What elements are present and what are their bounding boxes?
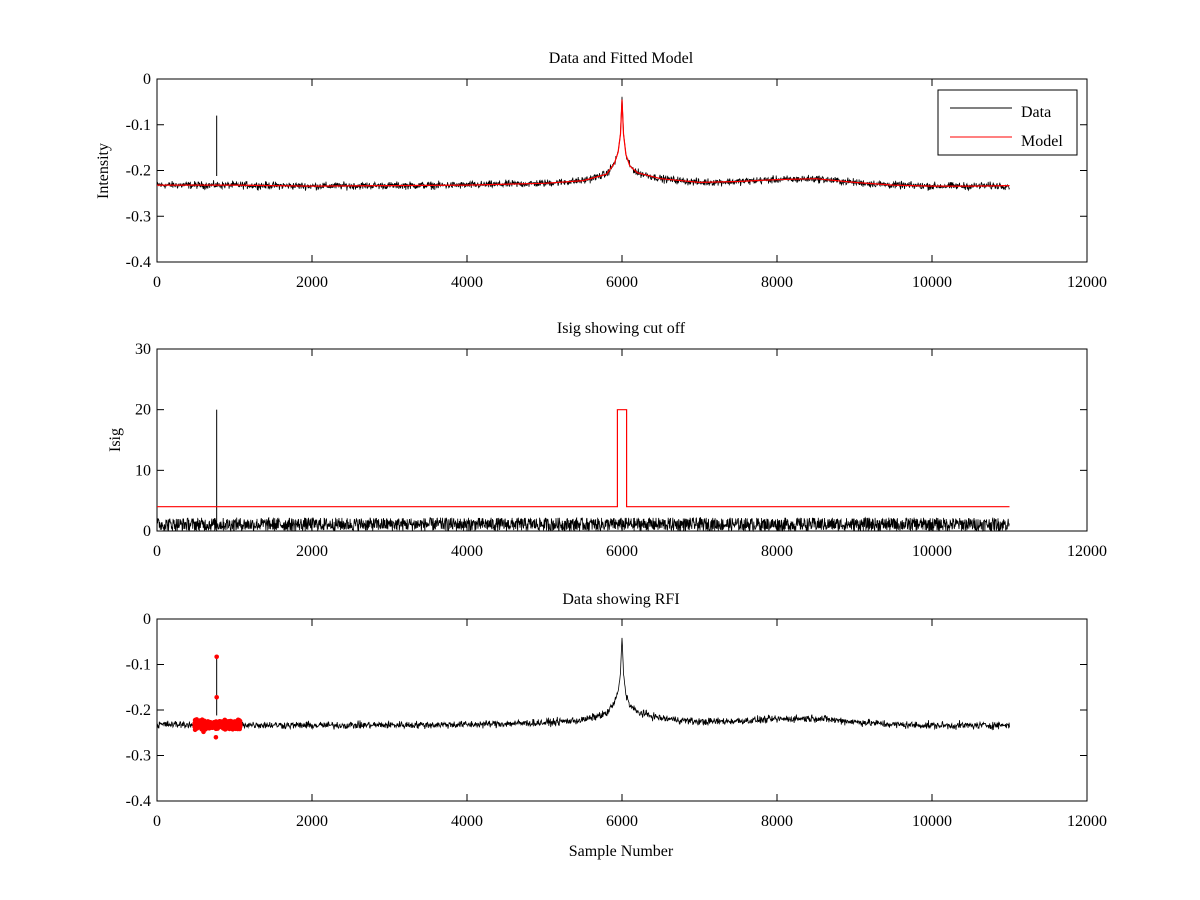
rfi-point [194,723,200,729]
rfi-point [198,722,203,727]
x-tick-label-3-0: 0 [153,813,161,830]
x-tick-label-2-0: 0 [153,543,161,560]
series-group-2 [156,409,1010,533]
rfi-point [230,724,236,729]
y-tick-label-1-3: -0.3 [126,208,151,225]
x-tick-label-2-5: 10000 [912,543,952,560]
y-tick-label-2-0: 0 [143,523,151,540]
y-axis-label-1: Intensity [95,143,112,199]
y-tick-label-3-4: -0.4 [126,793,151,810]
legend-label-data: Data [1021,104,1051,121]
rfi-point [221,719,227,725]
y-tick-label-2-2: 20 [135,402,151,419]
x-tick-label-1-5: 10000 [912,274,952,291]
legend-box [937,89,1078,156]
x-tick-label-3-2: 4000 [451,813,483,830]
rfi-point [203,723,209,729]
y-tick-label-3-2: -0.2 [126,702,151,719]
rfi-point [233,721,239,727]
x-tick-label-1-4: 8000 [761,274,793,291]
series-2-isig [156,516,1010,533]
y-tick-label-2-1: 10 [135,462,151,479]
rfi-point [217,719,222,725]
x-tick-label-1-2: 4000 [451,274,483,291]
axis-ticks-2: 0 2000 4000 6000 8000 10000 12000 0 10 20 30 [135,341,1107,560]
x-tick-label-1-6: 12000 [1067,274,1107,291]
rfi-point [202,718,207,724]
series-1-model [157,99,1010,187]
legend: Data Model [937,89,1078,156]
x-axis-label-3: Sample Number [569,843,674,860]
x-tick-label-3-3: 6000 [606,813,638,830]
plot-area-2 [156,348,1088,532]
y-tick-label-1-1: -0.1 [126,117,151,134]
x-tick-label-1-1: 2000 [296,274,328,291]
x-tick-label-2-3: 6000 [606,543,638,560]
y-tick-label-3-1: -0.1 [126,657,151,674]
y-tick-label-2-3: 30 [135,341,151,358]
panel-data-and-fitted-model: Data and Fitted Model Intensity 0 2000 400… [95,50,1107,291]
axis-ticks-1: 0 2000 4000 6000 8000 10000 12000 0 -0.1 -0.2 -0.3… [126,71,1107,291]
rfi-point [212,719,217,725]
rfi-point [211,724,217,729]
rfi-point [227,722,232,728]
chart-title-2: Isig showing cut off [557,320,686,337]
series-3-data [156,637,1010,731]
x-tick-label-2-1: 2000 [296,543,328,560]
series-group-1 [156,96,1010,192]
y-tick-label-3-0: 0 [143,611,151,628]
rfi-point [217,724,223,729]
x-tick-label-3-1: 2000 [296,813,328,830]
plot-area-3 [156,618,1088,802]
series-2-cut-off [157,409,1010,508]
y-tick-label-1-2: -0.2 [126,163,151,180]
series-group-3 [156,637,1010,740]
axis-ticks-3: 0 2000 4000 6000 8000 10000 12000 0 -0.1 -0.2 -0.3… [126,611,1107,830]
panel-isig-showing-cut-off: Isig showing cut off Isig 0 2000 4000 6000 8… [107,320,1107,560]
rfi-point-outlier-3 [201,729,206,735]
y-tick-label-1-4: -0.4 [126,254,151,271]
x-tick-label-3-5: 10000 [912,813,952,830]
x-tick-label-3-4: 8000 [761,813,793,830]
x-tick-label-1-3: 6000 [606,274,638,291]
legend-label-model: Model [1021,133,1063,150]
rfi-point [194,717,199,722]
y-tick-label-3-3: -0.3 [126,748,151,765]
x-tick-label-2-4: 8000 [761,543,793,560]
y-axis-label-2: Isig [107,428,124,452]
y-tick-label-1-0: 0 [143,71,151,88]
panel-data-showing-rfi: Data showing RFI Sample Number 0 2000 4000… [126,591,1107,860]
x-tick-label-2-2: 4000 [451,543,483,560]
rfi-point-outlier-0 [214,654,219,660]
chart-title-1: Data and Fitted Model [549,50,694,67]
rfi-point-outlier-1 [214,694,219,700]
x-tick-label-3-6: 12000 [1067,813,1107,830]
x-tick-label-2-6: 12000 [1067,543,1107,560]
x-tick-label-1-0: 0 [153,274,161,291]
rfi-point [228,718,233,724]
series-3-rfi [192,654,243,740]
chart-title-3: Data showing RFI [562,591,679,608]
rfi-point [205,719,211,724]
rfi-point-outlier-2 [213,735,219,740]
